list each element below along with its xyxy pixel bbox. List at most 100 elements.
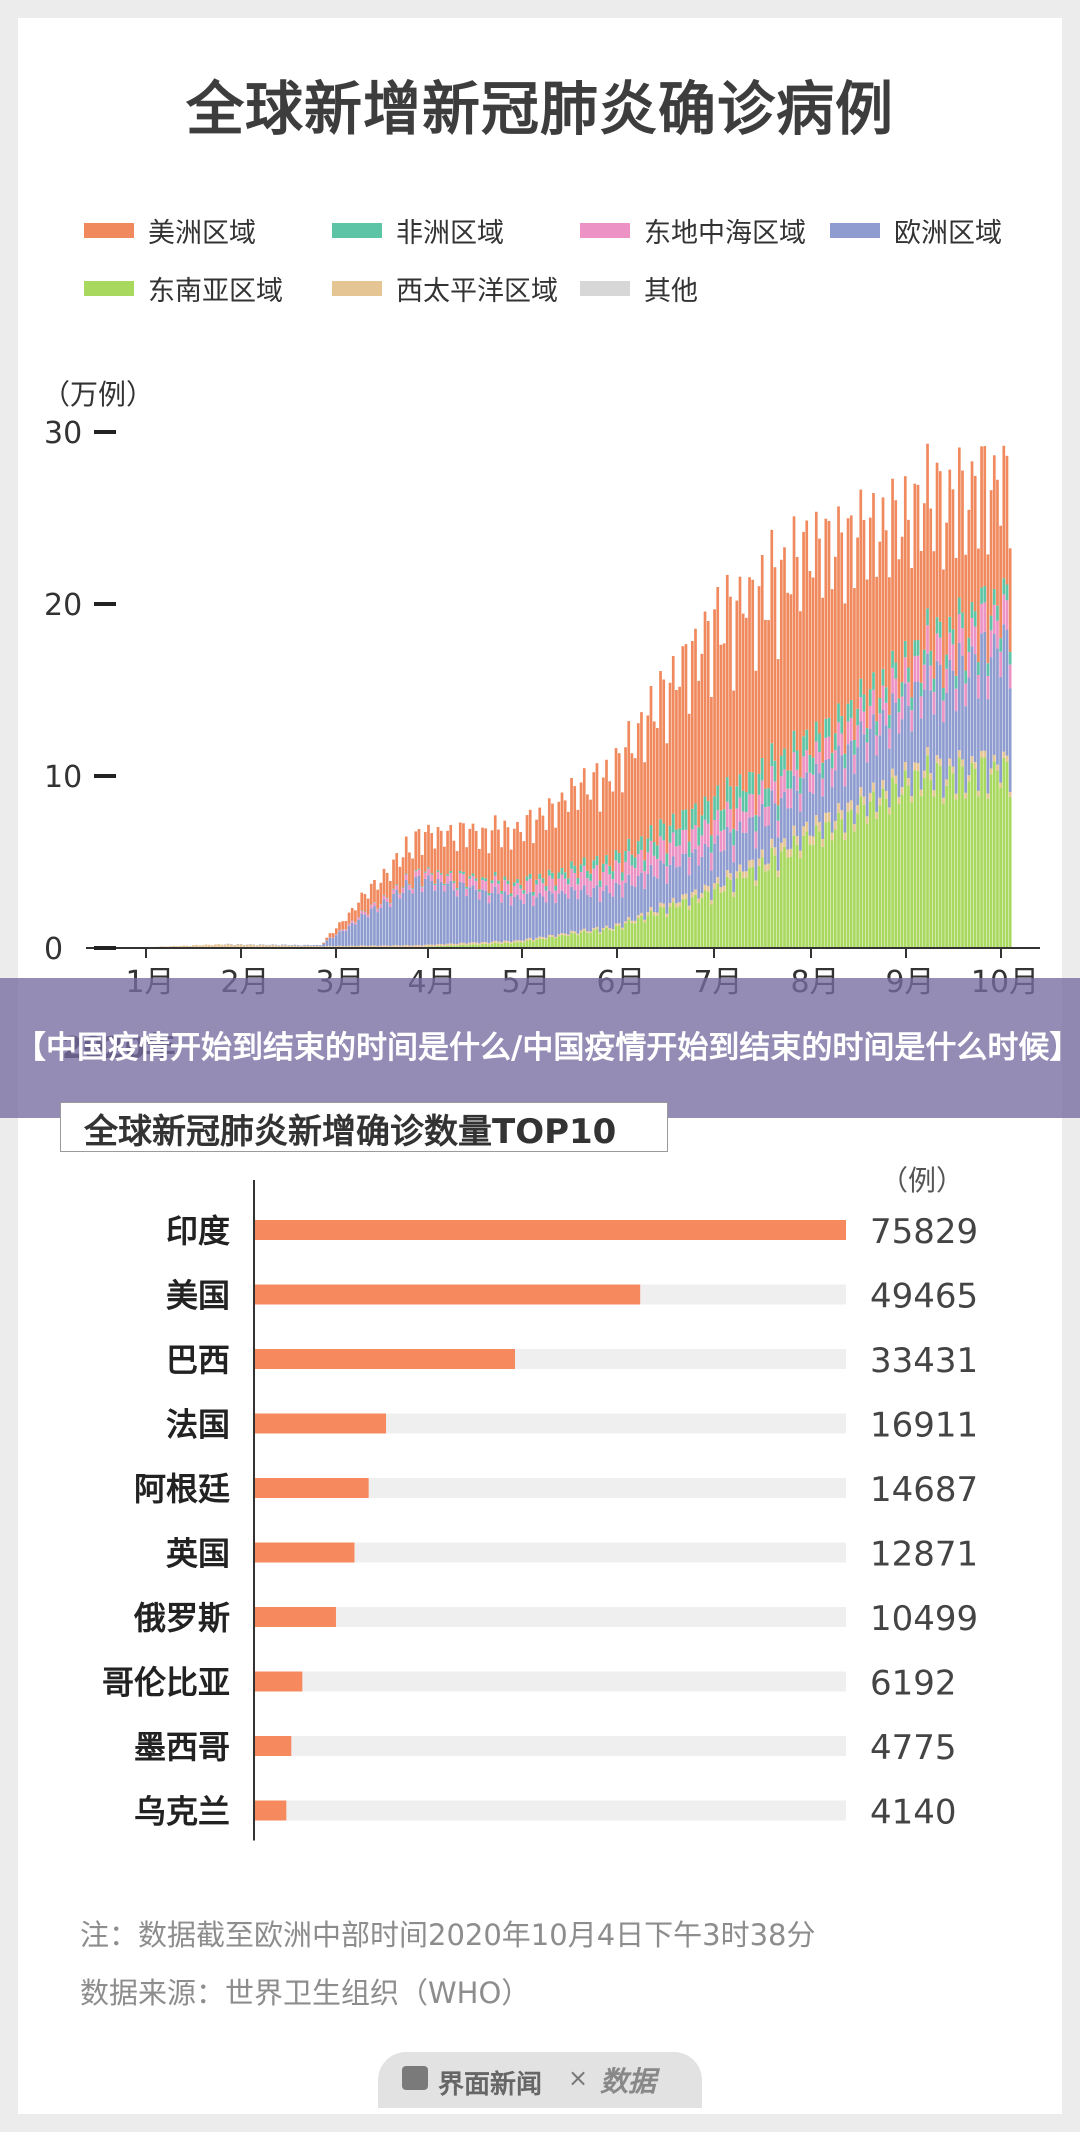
daily-bar-segment bbox=[401, 888, 405, 893]
daily-bar-segment bbox=[690, 897, 694, 948]
daily-bar-segment bbox=[443, 846, 446, 884]
daily-bar-segment bbox=[659, 671, 662, 820]
daily-bar-segment bbox=[172, 945, 176, 948]
daily-bar-segment bbox=[843, 753, 847, 769]
daily-bar-segment bbox=[992, 633, 996, 755]
y-tick-label: 0 bbox=[44, 932, 63, 967]
daily-bar-segment bbox=[401, 945, 405, 948]
daily-bar-segment bbox=[544, 939, 548, 948]
overlay-banner[interactable]: 【中国疫情开始到结束的时间是什么/中国疫情开始到结束的时间是什么时候】 bbox=[0, 978, 1080, 1118]
daily-bar-segment bbox=[532, 843, 535, 892]
daily-bar-segment bbox=[840, 532, 844, 716]
daily-bar-segment bbox=[999, 638, 1002, 652]
daily-bar-segment bbox=[439, 944, 443, 946]
daily-bar-segment bbox=[608, 781, 612, 866]
daily-bar-segment bbox=[729, 873, 732, 880]
daily-bar-segment bbox=[779, 851, 783, 948]
daily-bar-segment bbox=[827, 520, 831, 718]
daily-bar-segment bbox=[681, 830, 685, 854]
daily-bar-segment bbox=[923, 689, 926, 771]
daily-bar-segment bbox=[385, 872, 389, 898]
daily-bar-segment bbox=[783, 791, 786, 839]
daily-bar-segment bbox=[897, 559, 901, 699]
daily-bar-segment bbox=[999, 782, 1002, 788]
daily-bar-segment bbox=[503, 876, 507, 881]
daily-bar-segment bbox=[1002, 578, 1006, 595]
daily-bar-segment bbox=[929, 780, 933, 948]
daily-bar-segment bbox=[846, 744, 850, 803]
daily-bar-segment bbox=[687, 857, 691, 876]
daily-bar-segment bbox=[554, 902, 557, 937]
daily-bar-segment bbox=[853, 588, 856, 740]
daily-bar-segment bbox=[964, 670, 968, 684]
bar-track bbox=[254, 1607, 846, 1627]
daily-bar-segment bbox=[643, 860, 646, 872]
daily-bar-segment bbox=[268, 945, 271, 948]
daily-bar-segment bbox=[509, 943, 513, 948]
y-tick-label: 10 bbox=[44, 760, 82, 795]
daily-bar-segment bbox=[872, 791, 875, 948]
daily-bar-segment bbox=[630, 923, 634, 948]
daily-bar-segment bbox=[967, 775, 971, 782]
daily-bar-segment bbox=[373, 902, 376, 903]
daily-bar-segment bbox=[605, 855, 608, 865]
y-tick-label: 30 bbox=[44, 416, 82, 451]
daily-bar-segment bbox=[392, 859, 395, 889]
daily-bar-segment bbox=[544, 829, 548, 887]
overlay-banner-text: 【中国疫情开始到结束的时间是什么/中国疫情开始到结束的时间是什么时候】 bbox=[15, 1030, 1080, 1066]
daily-bar-segment bbox=[544, 902, 548, 938]
daily-bar-segment bbox=[439, 881, 443, 945]
daily-bar-segment bbox=[821, 796, 824, 839]
daily-bar-segment bbox=[271, 945, 275, 948]
daily-bar-segment bbox=[449, 870, 453, 873]
daily-bar-segment bbox=[350, 945, 354, 948]
daily-bar-segment bbox=[891, 478, 894, 651]
daily-bar-segment bbox=[821, 778, 824, 797]
daily-bar-segment bbox=[636, 854, 640, 877]
daily-bar-segment bbox=[462, 942, 465, 945]
daily-bar-segment bbox=[474, 880, 478, 890]
daily-bar-segment bbox=[595, 928, 599, 948]
daily-bar-segment bbox=[665, 853, 669, 867]
daily-bar-segment bbox=[1005, 629, 1009, 756]
daily-bar-segment bbox=[423, 878, 427, 945]
daily-bar-segment bbox=[484, 881, 488, 891]
daily-bar-segment bbox=[385, 945, 389, 948]
daily-bar-segment bbox=[554, 885, 557, 891]
daily-bar-segment bbox=[690, 892, 694, 898]
daily-bar-segment bbox=[957, 750, 961, 758]
daily-bar-segment bbox=[595, 763, 599, 857]
daily-bar-segment bbox=[636, 876, 640, 916]
daily-bar-segment bbox=[414, 871, 418, 878]
daily-bar-segment bbox=[716, 883, 720, 948]
daily-bar-segment bbox=[856, 747, 859, 806]
daily-bar-segment bbox=[779, 776, 783, 798]
daily-bar-segment bbox=[560, 890, 564, 934]
daily-bar-segment bbox=[366, 945, 370, 948]
daily-bar-segment bbox=[694, 894, 697, 948]
daily-bar-segment bbox=[398, 894, 402, 899]
daily-bar-segment bbox=[986, 675, 990, 700]
daily-bar-segment bbox=[913, 640, 917, 657]
daily-bar-segment bbox=[684, 853, 688, 894]
daily-bar-segment bbox=[671, 832, 675, 857]
daily-bar-segment bbox=[554, 936, 557, 939]
daily-bar-segment bbox=[659, 819, 662, 837]
daily-bar-segment bbox=[821, 597, 824, 763]
daily-bar-segment bbox=[814, 825, 818, 948]
daily-bar-segment bbox=[989, 774, 993, 948]
daily-bar-segment bbox=[331, 938, 335, 947]
daily-bar-segment bbox=[954, 675, 958, 689]
daily-bar-segment bbox=[443, 944, 446, 947]
daily-bar-segment bbox=[601, 928, 605, 930]
daily-bar-segment bbox=[487, 903, 491, 944]
daily-bar-segment bbox=[392, 893, 395, 946]
daily-bar-segment bbox=[779, 797, 783, 843]
daily-bar-segment bbox=[500, 891, 503, 894]
daily-bar-segment bbox=[757, 816, 761, 859]
daily-bar-segment bbox=[506, 940, 510, 943]
daily-bar-segment bbox=[741, 871, 745, 878]
daily-bar-segment bbox=[627, 838, 631, 852]
daily-bar-segment bbox=[706, 891, 710, 948]
daily-bar-segment bbox=[751, 859, 755, 867]
